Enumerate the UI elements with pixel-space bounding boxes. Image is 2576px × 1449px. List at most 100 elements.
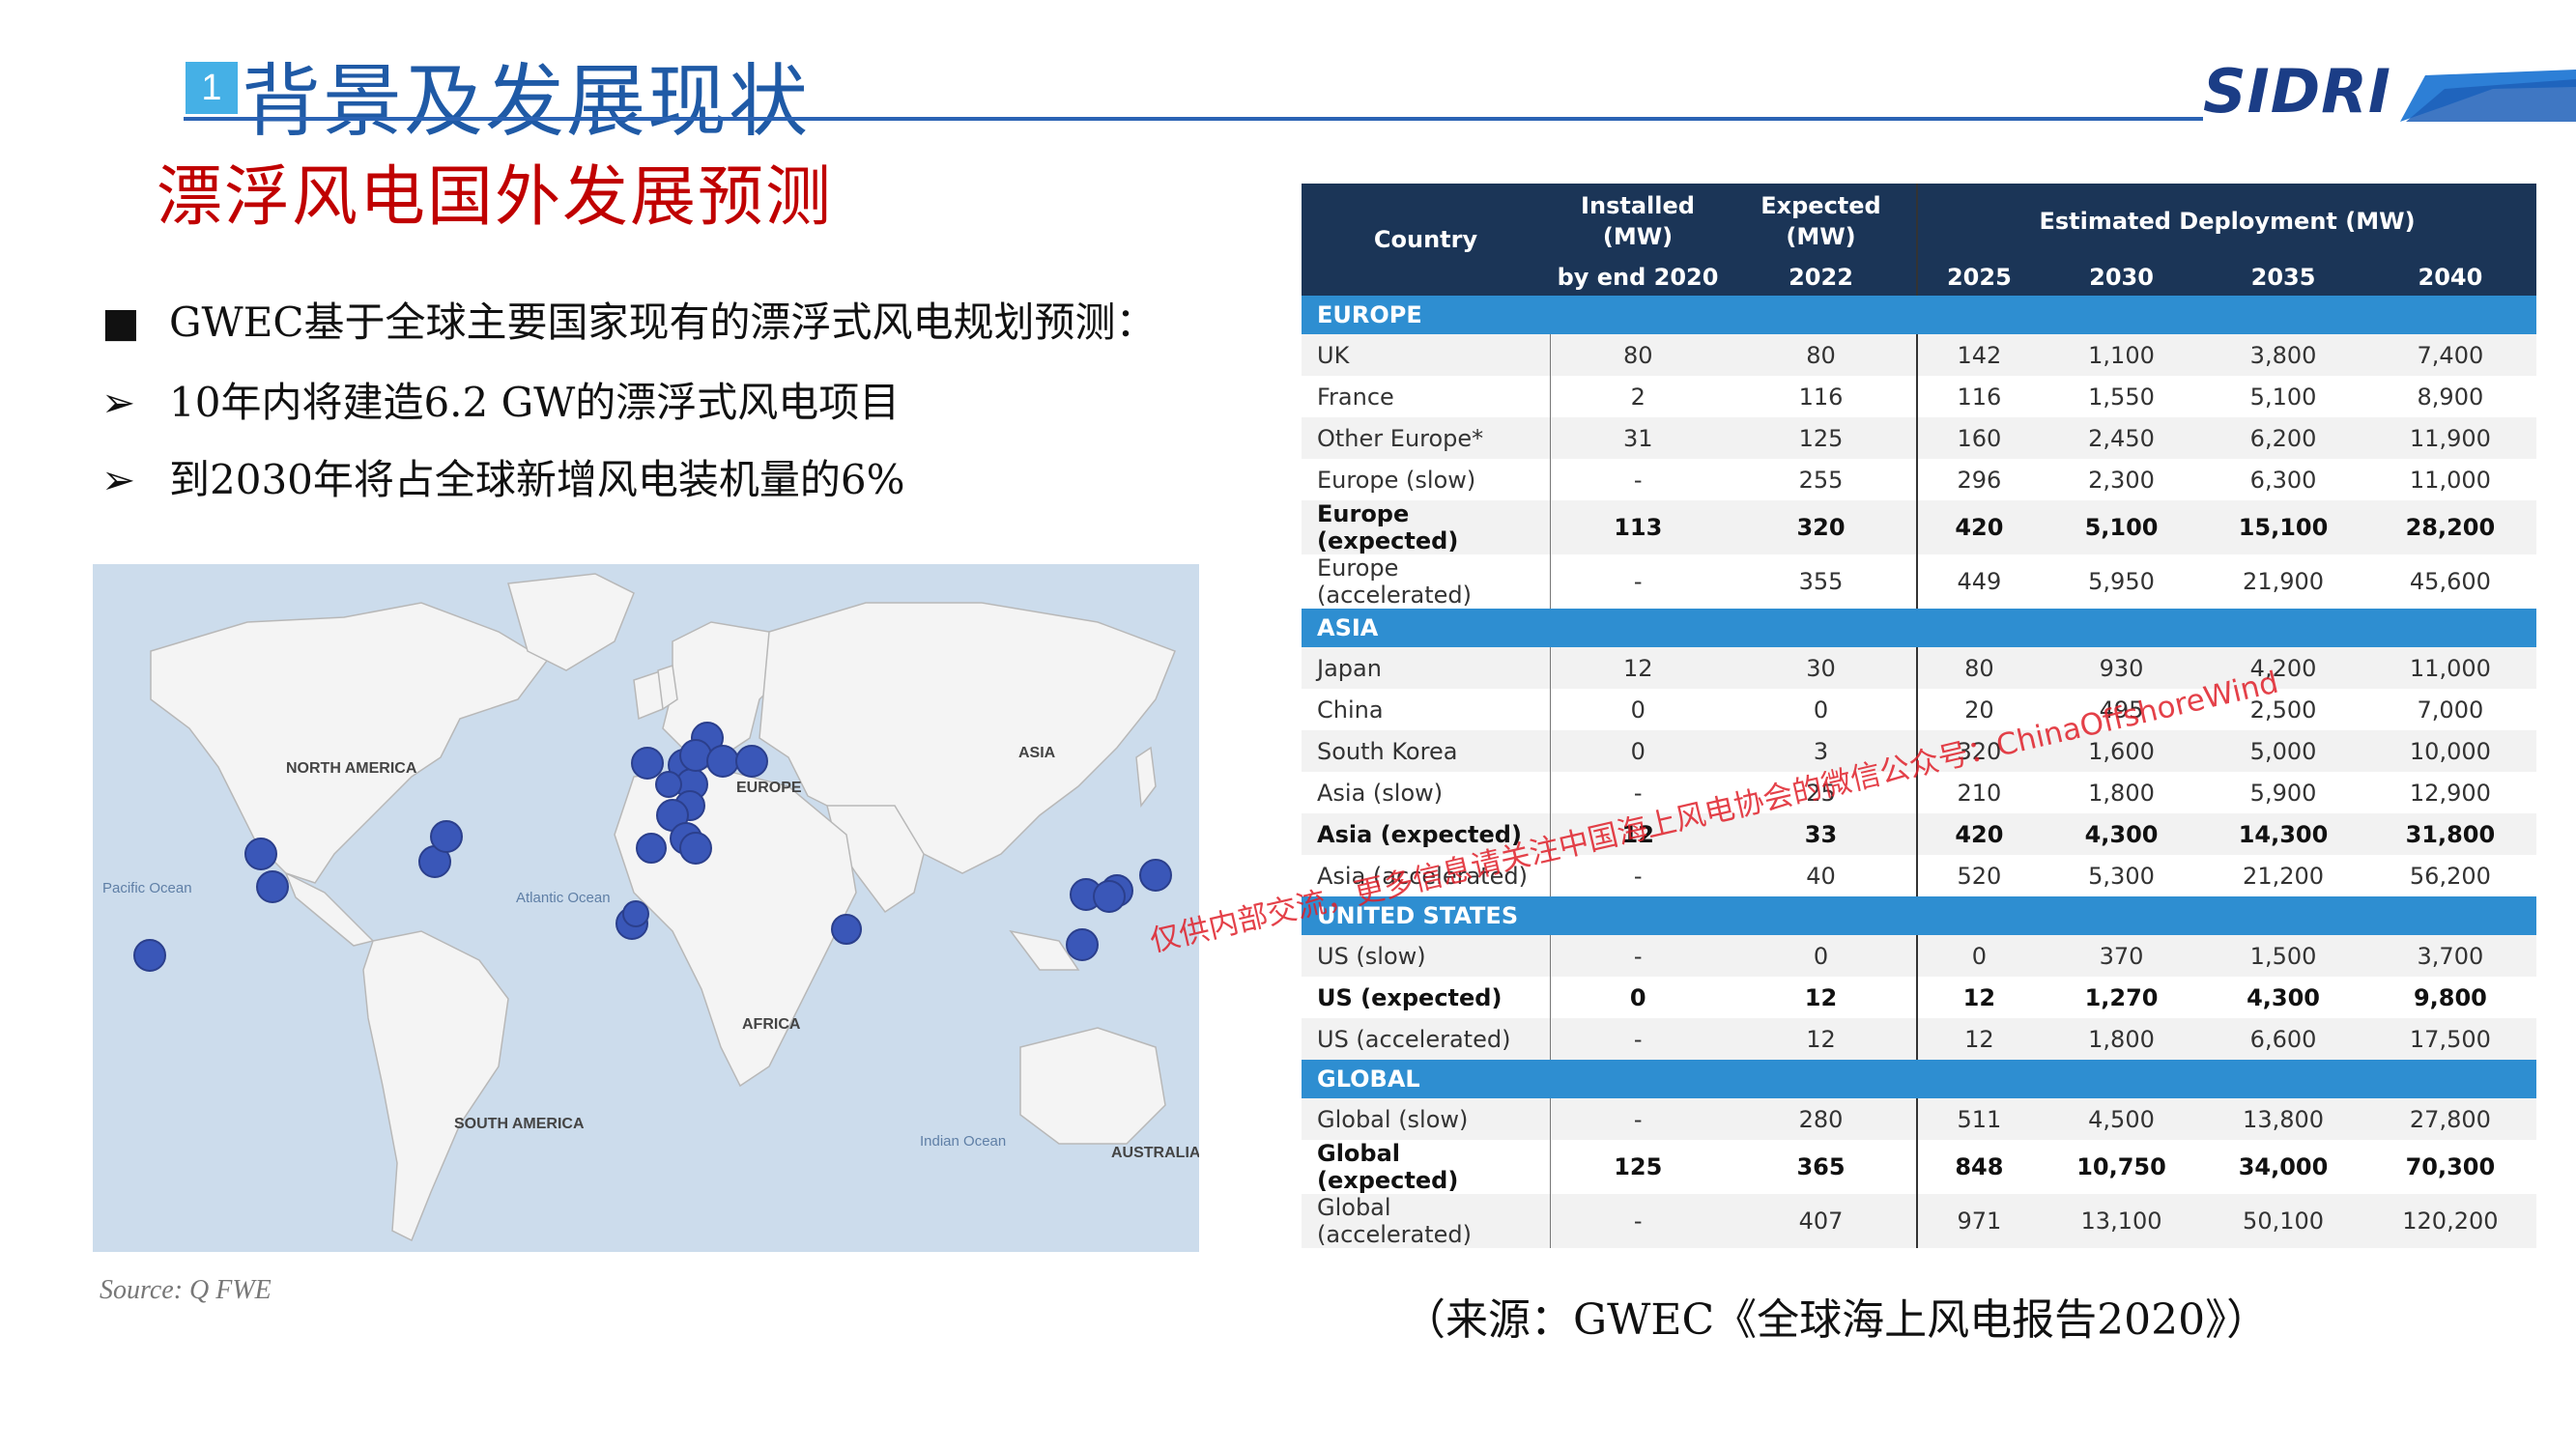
cell-value: 7,000 [2417, 696, 2484, 724]
cell-value: 33 [1726, 813, 1918, 855]
cell-value: 0 [1629, 983, 1646, 1011]
source-caption: （来源：GWEC《全球海上风电报告2020》） [1403, 1295, 2270, 1345]
deployment-table: Country Installed (MW) Expected (MW) Est… [1302, 184, 2536, 1248]
cell-value: 10,000 [2363, 730, 2536, 772]
cell-value: 70,300 [2405, 1153, 2496, 1180]
section-label: UNITED STATES [1302, 896, 2536, 935]
section-label: GLOBAL [1302, 1060, 2536, 1098]
cell-value: 3 [1726, 730, 1918, 772]
project-marker [1066, 928, 1099, 961]
cell-country: Europe (accelerated) [1302, 554, 1551, 609]
cell-value: 1,800 [2088, 779, 2155, 807]
cell-value: 4,200 [2202, 647, 2364, 689]
cell-country: US (slow) [1302, 935, 1551, 977]
map-label-australia: AUSTRALIA [1111, 1145, 1199, 1161]
project-marker [636, 833, 667, 864]
cell-value: 2,500 [2249, 696, 2317, 724]
cell-country: Europe (slow) [1302, 459, 1551, 500]
year-2025: 2025 [1917, 258, 2041, 296]
cell-value: 15,100 [2202, 500, 2364, 554]
cell-value: 5,100 [2249, 383, 2317, 411]
table-row: Europe (accelerated) - 355 449 5,950 21,900 45… [1302, 554, 2536, 609]
cell-value: 1,500 [2202, 935, 2364, 977]
map-label-indian: Indian Ocean [920, 1133, 1006, 1150]
cell-value: 12 [1550, 647, 1726, 689]
cell-value: 3,700 [2363, 935, 2536, 977]
cell-value: 5,000 [2202, 730, 2364, 772]
section-row: UNITED STATES [1302, 896, 2536, 935]
section-title: 背景及发展现状 [242, 56, 811, 148]
bullet-text: GWEC基于全球主要国家现有的漂浮式风电规划预测： [169, 298, 1157, 346]
cell-value: 116 [1957, 383, 2002, 411]
bullet-gwec-forecast: ■ GWEC基于全球主要国家现有的漂浮式风电规划预测： [101, 290, 1157, 349]
header-rule [184, 117, 2203, 121]
cell-value: 80 [1726, 334, 1918, 376]
cell-value: 50,100 [2202, 1194, 2364, 1248]
cell-value: 12 [1726, 977, 1918, 1018]
year-2040: 2040 [2363, 258, 2536, 296]
cell-value: 6,200 [2202, 417, 2364, 459]
cell-country: UK [1302, 334, 1551, 376]
project-marker [679, 832, 712, 865]
table-row: Japan 12 30 80 930 4,200 11,000 [1302, 647, 2536, 689]
cell-value: 210 [1957, 779, 2002, 807]
cell-value: 80 [1550, 334, 1726, 376]
project-marker [622, 900, 649, 927]
cell-value: 930 [2040, 647, 2203, 689]
square-bullet-icon: ■ [101, 298, 140, 346]
table-row: Europe (slow) - 255 296 2,300 6,300 11,000 [1302, 459, 2536, 500]
map-label-europe: EUROPE [736, 780, 802, 796]
cell-value: 10,750 [2076, 1153, 2166, 1180]
bullet-2030: ➢ 到2030年将占全球新增风电装机量的6% [101, 447, 905, 506]
project-marker [655, 771, 682, 798]
cell-value: 116 [1726, 376, 1918, 417]
cell-value: 449 [1957, 568, 2002, 595]
cell-value: 4,500 [2040, 1098, 2203, 1140]
cell-value: 120,200 [2363, 1194, 2536, 1248]
cell-country: Asia (accelerated) [1302, 855, 1551, 896]
arrow-bullet-icon: ➢ [101, 379, 136, 426]
cell-value: 2,300 [2088, 466, 2155, 494]
cell-value: 370 [2040, 935, 2203, 977]
cell-value: 320 [1917, 730, 2041, 772]
table-row: Global (accelerated) -407 971 13,100 50,100 1… [1302, 1194, 2536, 1248]
cell-value: 4,300 [2247, 983, 2320, 1011]
cell-country: US (expected) [1302, 977, 1551, 1018]
cell-value: 160 [1917, 417, 2041, 459]
year-2030: 2030 [2040, 258, 2203, 296]
cell-value: 296 [1957, 466, 2002, 494]
arrow-bullet-icon: ➢ [101, 456, 136, 503]
table-row: Asia (slow) - 25 210 1,800 5,900 12,900 [1302, 772, 2536, 813]
cell-value: 511 [1917, 1098, 2041, 1140]
cell-country: France [1302, 376, 1551, 417]
cell-value: 7,400 [2363, 334, 2536, 376]
cell-value: 1,550 [2088, 383, 2155, 411]
table-row: Global (expected) 125 365 848 10,750 34,000 70… [1302, 1140, 2536, 1194]
cell-value: 5,100 [2040, 500, 2203, 554]
cell-value: - [1550, 1018, 1726, 1060]
cell-value: 31,800 [2363, 813, 2536, 855]
cell-country: US (accelerated) [1302, 1018, 1551, 1060]
project-markers [133, 722, 1172, 972]
project-marker [831, 914, 862, 945]
col-header-installed: Installed (MW) [1550, 184, 1726, 259]
logo-swoosh-icon [2400, 70, 2576, 122]
cell-value: 5,300 [2088, 862, 2155, 890]
cell-value: 9,800 [2413, 983, 2487, 1011]
cell-country: Global (expected) [1302, 1140, 1551, 1194]
project-marker [256, 870, 289, 903]
cell-value: 407 [1726, 1194, 1918, 1248]
section-row: EUROPE [1302, 296, 2536, 334]
cell-value: 4,300 [2040, 813, 2203, 855]
bullet-text: 10年内将建造6.2 GW的漂浮式风电项目 [169, 379, 901, 426]
table-row: China 0 0 20 495 2,500 7,000 [1302, 689, 2536, 730]
cell-value: - [1550, 1098, 1726, 1140]
cell-value: 420 [1917, 500, 2041, 554]
cell-value: - [1550, 935, 1726, 977]
cell-value: 12 [1550, 813, 1726, 855]
cell-value: 40 [1726, 855, 1918, 896]
section-number-badge: 1 [186, 62, 238, 114]
section-row: ASIA [1302, 609, 2536, 647]
table-row: Asia (accelerated) - 40 520 5,300 21,200 56,20… [1302, 855, 2536, 896]
cell-value: 56,200 [2409, 862, 2491, 890]
